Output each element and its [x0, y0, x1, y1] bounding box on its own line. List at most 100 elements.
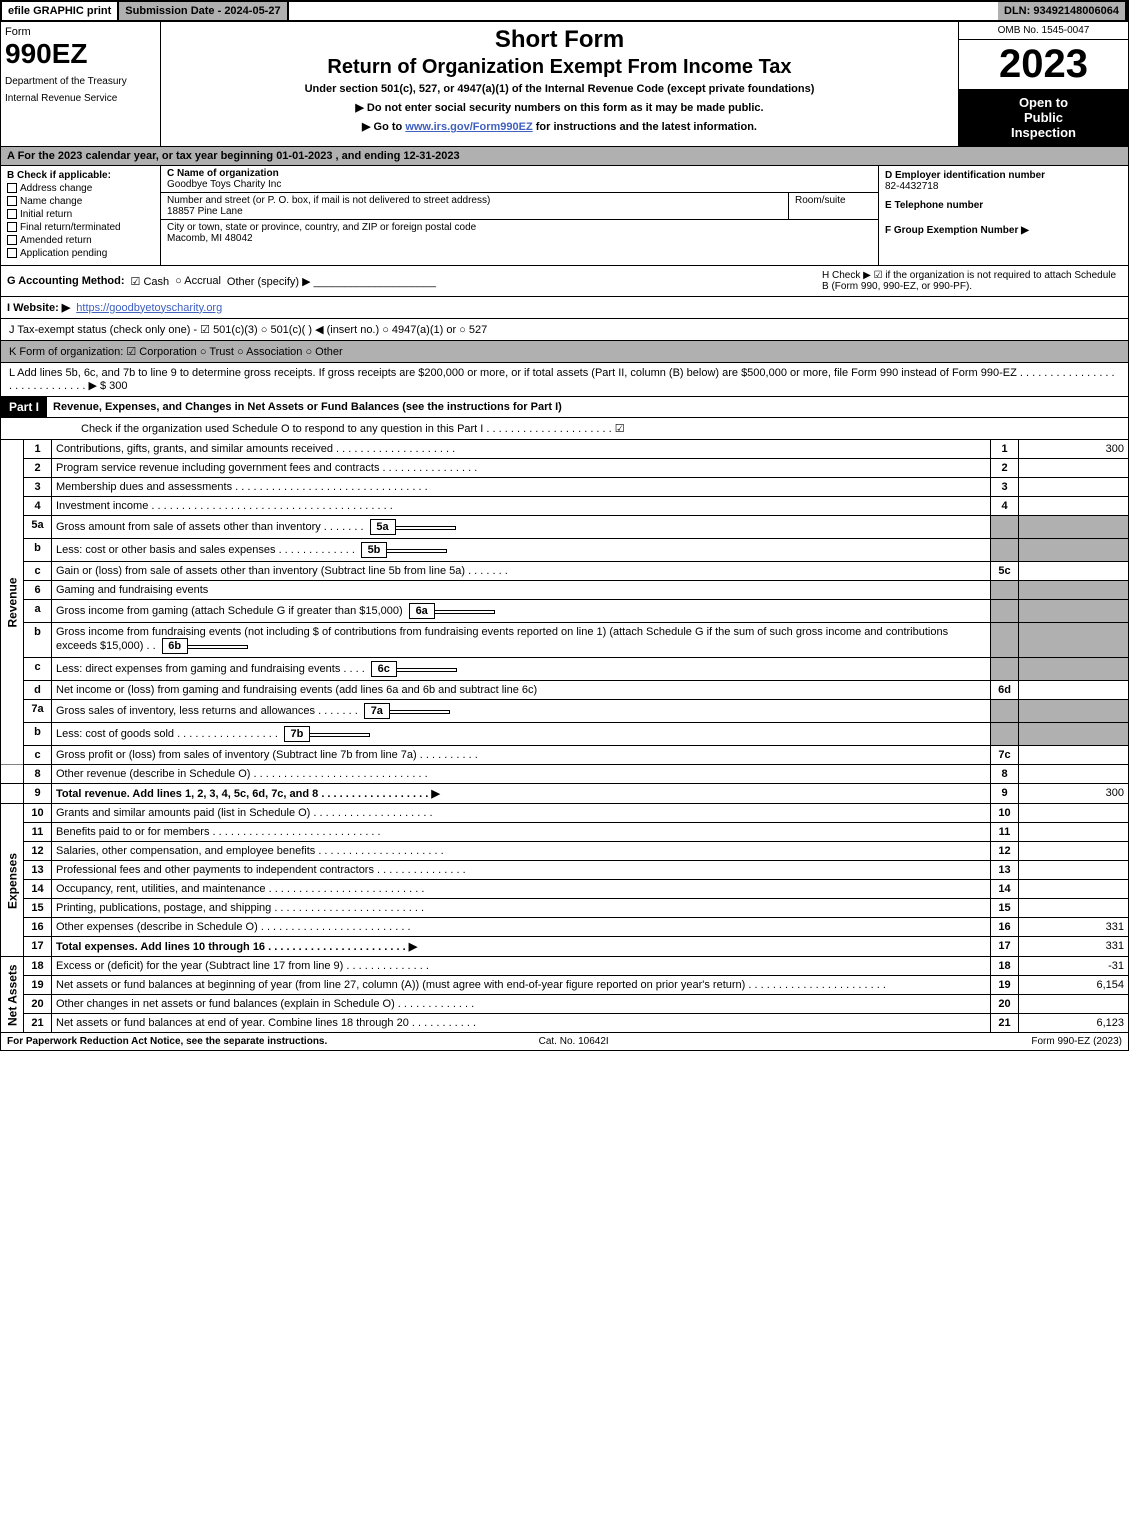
ln6-d: Gaming and fundraising events [52, 581, 991, 600]
ln16-n: 16 [24, 918, 52, 937]
ln16-v: 331 [1019, 918, 1129, 937]
ln6d-d: Net income or (loss) from gaming and fun… [52, 681, 991, 700]
g-label: G Accounting Method: [7, 275, 125, 287]
f-label: F Group Exemption Number ▶ [885, 225, 1122, 236]
ln13-v [1019, 861, 1129, 880]
ln6b-d: Gross income from fundraising events (no… [52, 623, 991, 658]
ln17-v: 331 [1019, 937, 1129, 957]
form-number: 990EZ [5, 38, 156, 70]
ln6c-n: c [24, 658, 52, 681]
ln6a-d: Gross income from gaming (attach Schedul… [52, 600, 991, 623]
ln15-r: 15 [991, 899, 1019, 918]
ln6d-v [1019, 681, 1129, 700]
efile-label[interactable]: efile GRAPHIC print [2, 2, 119, 20]
revenue-label: Revenue [1, 440, 24, 765]
ln5a-d: Gross amount from sale of assets other t… [52, 516, 991, 539]
ln7c-v [1019, 746, 1129, 765]
ln5a-n: 5a [24, 516, 52, 539]
row-k: K Form of organization: ☑ Corporation ○ … [0, 341, 1129, 363]
city-label: City or town, state or province, country… [167, 222, 872, 233]
ln5b-d: Less: cost or other basis and sales expe… [52, 539, 991, 562]
ln5c-n: c [24, 562, 52, 581]
irs-link[interactable]: www.irs.gov/Form990EZ [405, 121, 532, 133]
ln3-n: 3 [24, 478, 52, 497]
ln12-v [1019, 842, 1129, 861]
ln4-d: Investment income . . . . . . . . . . . … [52, 497, 991, 516]
ln9-d: Total revenue. Add lines 1, 2, 3, 4, 5c,… [52, 784, 991, 804]
check-address[interactable]: Address change [7, 183, 154, 194]
check-amended[interactable]: Amended return [7, 235, 154, 246]
ln5c-v [1019, 562, 1129, 581]
header-left: Form 990EZ Department of the Treasury In… [1, 22, 161, 146]
addr-label: Number and street (or P. O. box, if mail… [167, 195, 782, 206]
ln12-n: 12 [24, 842, 52, 861]
ln13-r: 13 [991, 861, 1019, 880]
ln13-n: 13 [24, 861, 52, 880]
footer-mid: Cat. No. 10642I [539, 1036, 609, 1047]
check-pending[interactable]: Application pending [7, 248, 154, 259]
dept-label: Department of the Treasury [5, 76, 156, 87]
ln4-v [1019, 497, 1129, 516]
ln12-d: Salaries, other compensation, and employ… [52, 842, 991, 861]
ein-value: 82-4432718 [885, 181, 1122, 192]
ln2-n: 2 [24, 459, 52, 478]
ln20-n: 20 [24, 995, 52, 1014]
inspection-2: Public [961, 110, 1126, 125]
ln7b-sub: 7b [284, 726, 310, 742]
ln21-r: 21 [991, 1014, 1019, 1033]
submission-date: Submission Date - 2024-05-27 [119, 2, 288, 20]
ln14-n: 14 [24, 880, 52, 899]
section-bcdef: B Check if applicable: Address change Na… [0, 166, 1129, 266]
ln6a-sub: 6a [409, 603, 435, 619]
check-final[interactable]: Final return/terminated [7, 222, 154, 233]
ln18-r: 18 [991, 957, 1019, 976]
ln5c-d: Gain or (loss) from sale of assets other… [52, 562, 991, 581]
ln17-r: 17 [991, 937, 1019, 957]
d-label: D Employer identification number [885, 170, 1122, 181]
ln3-v [1019, 478, 1129, 497]
org-name: Goodbye Toys Charity Inc [167, 179, 872, 190]
e-label: E Telephone number [885, 200, 1122, 211]
note-pre: ▶ Go to [362, 121, 405, 133]
row-gh: G Accounting Method: ☑ Cash ○ Accrual Ot… [0, 266, 1129, 297]
website-link[interactable]: https://goodbyetoyscharity.org [76, 302, 222, 314]
ln15-d: Printing, publications, postage, and shi… [52, 899, 991, 918]
ln7a-sub: 7a [364, 703, 390, 719]
ln2-v [1019, 459, 1129, 478]
ln1-d: Contributions, gifts, grants, and simila… [52, 440, 991, 459]
ln6-n: 6 [24, 581, 52, 600]
i-label: I Website: ▶ [7, 301, 70, 314]
section-def: D Employer identification number 82-4432… [878, 166, 1128, 265]
g-cash[interactable]: ☑ Cash [131, 275, 170, 288]
ln5b-sub: 5b [361, 542, 387, 558]
ln16-d: Other expenses (describe in Schedule O) … [52, 918, 991, 937]
check-initial[interactable]: Initial return [7, 209, 154, 220]
title-return: Return of Organization Exempt From Incom… [169, 56, 950, 79]
ln19-v: 6,154 [1019, 976, 1129, 995]
ln10-d: Grants and similar amounts paid (list in… [52, 804, 991, 823]
form-label: Form [5, 26, 156, 38]
ln4-r: 4 [991, 497, 1019, 516]
ln9-v: 300 [1019, 784, 1129, 804]
ln14-d: Occupancy, rent, utilities, and maintena… [52, 880, 991, 899]
ln6d-r: 6d [991, 681, 1019, 700]
ln13-d: Professional fees and other payments to … [52, 861, 991, 880]
c-label: C Name of organization [167, 168, 872, 179]
g-accrual[interactable]: ○ Accrual [175, 275, 221, 287]
part1-header: Part I Revenue, Expenses, and Changes in… [0, 397, 1129, 418]
top-bar: efile GRAPHIC print Submission Date - 20… [0, 0, 1129, 22]
form-header: Form 990EZ Department of the Treasury In… [0, 22, 1129, 147]
ln6c-d: Less: direct expenses from gaming and fu… [52, 658, 991, 681]
part1-title: Revenue, Expenses, and Changes in Net As… [47, 398, 1128, 416]
g-other[interactable]: Other (specify) ▶ ____________________ [227, 275, 436, 288]
section-b: B Check if applicable: Address change Na… [1, 166, 161, 265]
ln5a-rs [991, 516, 1019, 539]
check-name[interactable]: Name change [7, 196, 154, 207]
l-amount: 300 [109, 380, 127, 392]
ln18-v: -31 [1019, 957, 1129, 976]
ln8-r: 8 [991, 765, 1019, 784]
ln8-d: Other revenue (describe in Schedule O) .… [52, 765, 991, 784]
header-right: OMB No. 1545-0047 2023 Open to Public In… [958, 22, 1128, 146]
row-i: I Website: ▶ https://goodbyetoyscharity.… [0, 297, 1129, 319]
ln2-d: Program service revenue including govern… [52, 459, 991, 478]
